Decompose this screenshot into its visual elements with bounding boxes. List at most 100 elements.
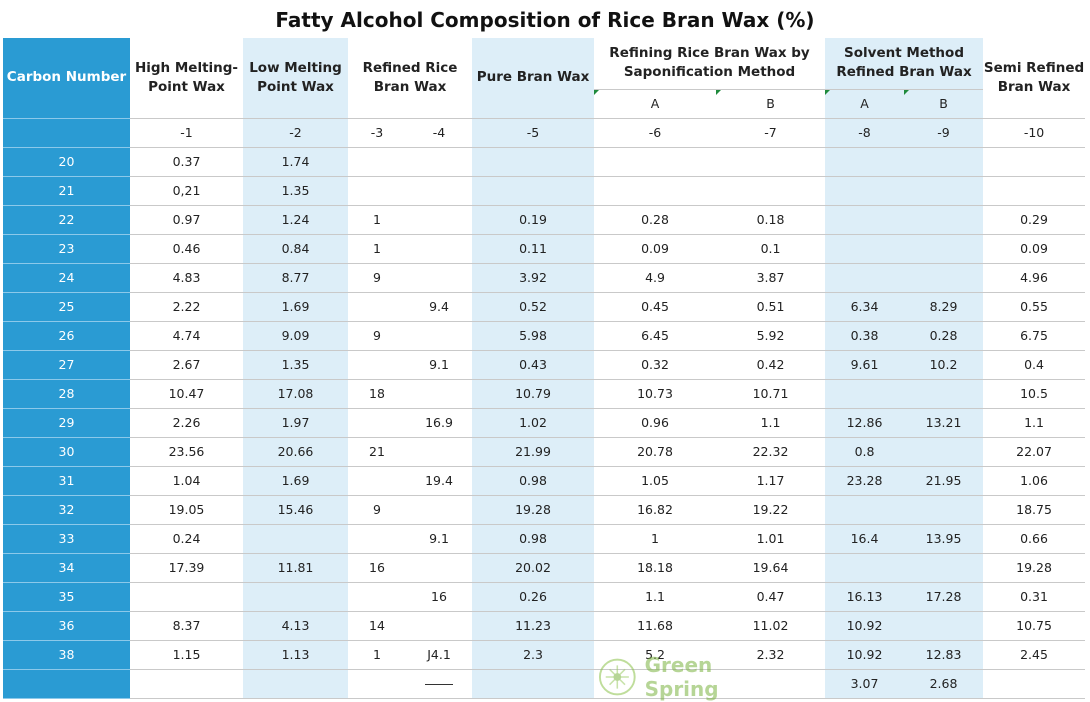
- table-cell: 16: [348, 553, 406, 583]
- table-cell: 1.17: [716, 466, 826, 496]
- header-solvent-method: Solvent Method Refined Bran Wax: [825, 38, 984, 90]
- table-cell: 11.68: [594, 611, 717, 641]
- table-cell: 2.45: [983, 640, 1086, 670]
- table-cell: 5.92: [716, 321, 826, 351]
- table-cell: [348, 350, 406, 380]
- carbon-number-cell: 24: [3, 263, 130, 293]
- table-cell: 9: [348, 263, 406, 293]
- table-row: 28 10.47 17.08 18 10.79 10.73 10.71 10.5: [3, 379, 1086, 409]
- header-pure-bran-wax: Pure Bran Wax: [472, 38, 595, 119]
- table-cell: 10.73: [594, 379, 717, 409]
- table-cell: 23.28: [825, 466, 905, 496]
- table-cell: 0.11: [472, 234, 595, 264]
- table-cell: 1.02: [472, 408, 595, 438]
- table-cell: 10.92: [825, 611, 905, 641]
- table-cell: [406, 263, 473, 293]
- table-cell: [406, 234, 473, 264]
- table-row: 21 0,21 1.35: [3, 176, 1086, 206]
- table-cell: [348, 176, 406, 206]
- table-cell: 10.79: [472, 379, 595, 409]
- table-cell: 0,21: [130, 176, 243, 206]
- table-cell: 22.32: [716, 437, 826, 467]
- table-cell: [904, 205, 984, 235]
- table-cell: 11.02: [716, 611, 826, 641]
- table-cell: 0.28: [594, 205, 717, 235]
- table-cell: [594, 176, 717, 206]
- header-refined-rice-bran-wax: Refined Rice Bran Wax: [348, 38, 473, 119]
- table-cell: 1.01: [716, 524, 826, 554]
- subheader-solvent-b: B: [904, 89, 984, 119]
- carbon-number-cell: 27: [3, 350, 130, 380]
- table-cell: [406, 669, 473, 699]
- column-number: -4: [406, 118, 473, 148]
- header-semi-refined-wax: Semi Refined Bran Wax: [983, 38, 1086, 119]
- table-cell: [406, 176, 473, 206]
- table-row: 22 0.97 1.24 1 0.19 0.28 0.18 0.29: [3, 205, 1086, 235]
- column-number: -3: [348, 118, 406, 148]
- table-cell: 3.87: [716, 263, 826, 293]
- header-low-melting-wax: Low Melting Point Wax: [243, 38, 348, 119]
- table-cell: 18.18: [594, 553, 717, 583]
- table-cell: [904, 611, 984, 641]
- table-cell: 0.98: [472, 466, 595, 496]
- carbon-number-cell: 31: [3, 466, 130, 496]
- table-cell: 5.98: [472, 321, 595, 351]
- table-cell: [904, 553, 984, 583]
- table-cell: 0.96: [594, 408, 717, 438]
- table-cell: 11.81: [243, 553, 348, 583]
- table-cell: [348, 669, 406, 699]
- carbon-number-cell: 28: [3, 379, 130, 409]
- table-cell: 1.69: [243, 292, 348, 322]
- table-cell: 4.9: [594, 263, 717, 293]
- table-cell: 0.46: [130, 234, 243, 264]
- table-cell: 21.95: [904, 466, 984, 496]
- carbon-number-cell: 34: [3, 553, 130, 583]
- table-cell: 8.37: [130, 611, 243, 641]
- carbon-number-cell: 38: [3, 640, 130, 670]
- table-cell: 1: [348, 640, 406, 670]
- table-cell: 16: [406, 582, 473, 612]
- column-number-blank: [3, 118, 130, 148]
- table-cell: [825, 205, 905, 235]
- table-cell: [472, 669, 595, 699]
- table-cell: 21.99: [472, 437, 595, 467]
- table-cell: 0.19: [472, 205, 595, 235]
- table-cell: [904, 379, 984, 409]
- carbon-number-cell: 32: [3, 495, 130, 525]
- table-cell: 0.18: [716, 205, 826, 235]
- table-cell: 8.77: [243, 263, 348, 293]
- column-number: -10: [983, 118, 1086, 148]
- table-cell: 20.02: [472, 553, 595, 583]
- table-cell: [716, 669, 826, 699]
- table-cell: [406, 321, 473, 351]
- table-cell: [406, 553, 473, 583]
- table-cell: [983, 669, 1086, 699]
- header-high-melting-wax: High Melting-Point Wax: [130, 38, 243, 119]
- table-cell: [716, 176, 826, 206]
- table-cell: [348, 292, 406, 322]
- table-cell: 2.26: [130, 408, 243, 438]
- table-cell: 17.28: [904, 582, 984, 612]
- table-cell: 23.56: [130, 437, 243, 467]
- table-cell: 1.04: [130, 466, 243, 496]
- table-cell: 18: [348, 379, 406, 409]
- table-cell: 22.07: [983, 437, 1086, 467]
- table-cell: 2.32: [716, 640, 826, 670]
- carbon-number-cell: [3, 669, 130, 699]
- table-cell: 19.05: [130, 495, 243, 525]
- table-cell: 0.52: [472, 292, 595, 322]
- table-row: 30 23.56 20.66 21 21.99 20.78 22.32 0.8 22.07: [3, 437, 1086, 467]
- table-cell: 11.23: [472, 611, 595, 641]
- column-number: -9: [904, 118, 984, 148]
- subheader-solvent-a: A: [825, 89, 905, 119]
- table-cell: 0.42: [716, 350, 826, 380]
- table-cell: [904, 147, 984, 177]
- table-row: 36 8.37 4.13 14 11.23 11.68 11.02 10.92 10.75: [3, 611, 1086, 641]
- table-row: 38 1.15 1.13 1 J4.1 2.3 5.2 2.32 10.92 12.83 2.45: [3, 640, 1086, 670]
- table-cell: 6.34: [825, 292, 905, 322]
- carbon-number-cell: 30: [3, 437, 130, 467]
- table-cell: 12.83: [904, 640, 984, 670]
- table-cell: 9.61: [825, 350, 905, 380]
- table-cell: 1: [594, 524, 717, 554]
- table-cell: [716, 147, 826, 177]
